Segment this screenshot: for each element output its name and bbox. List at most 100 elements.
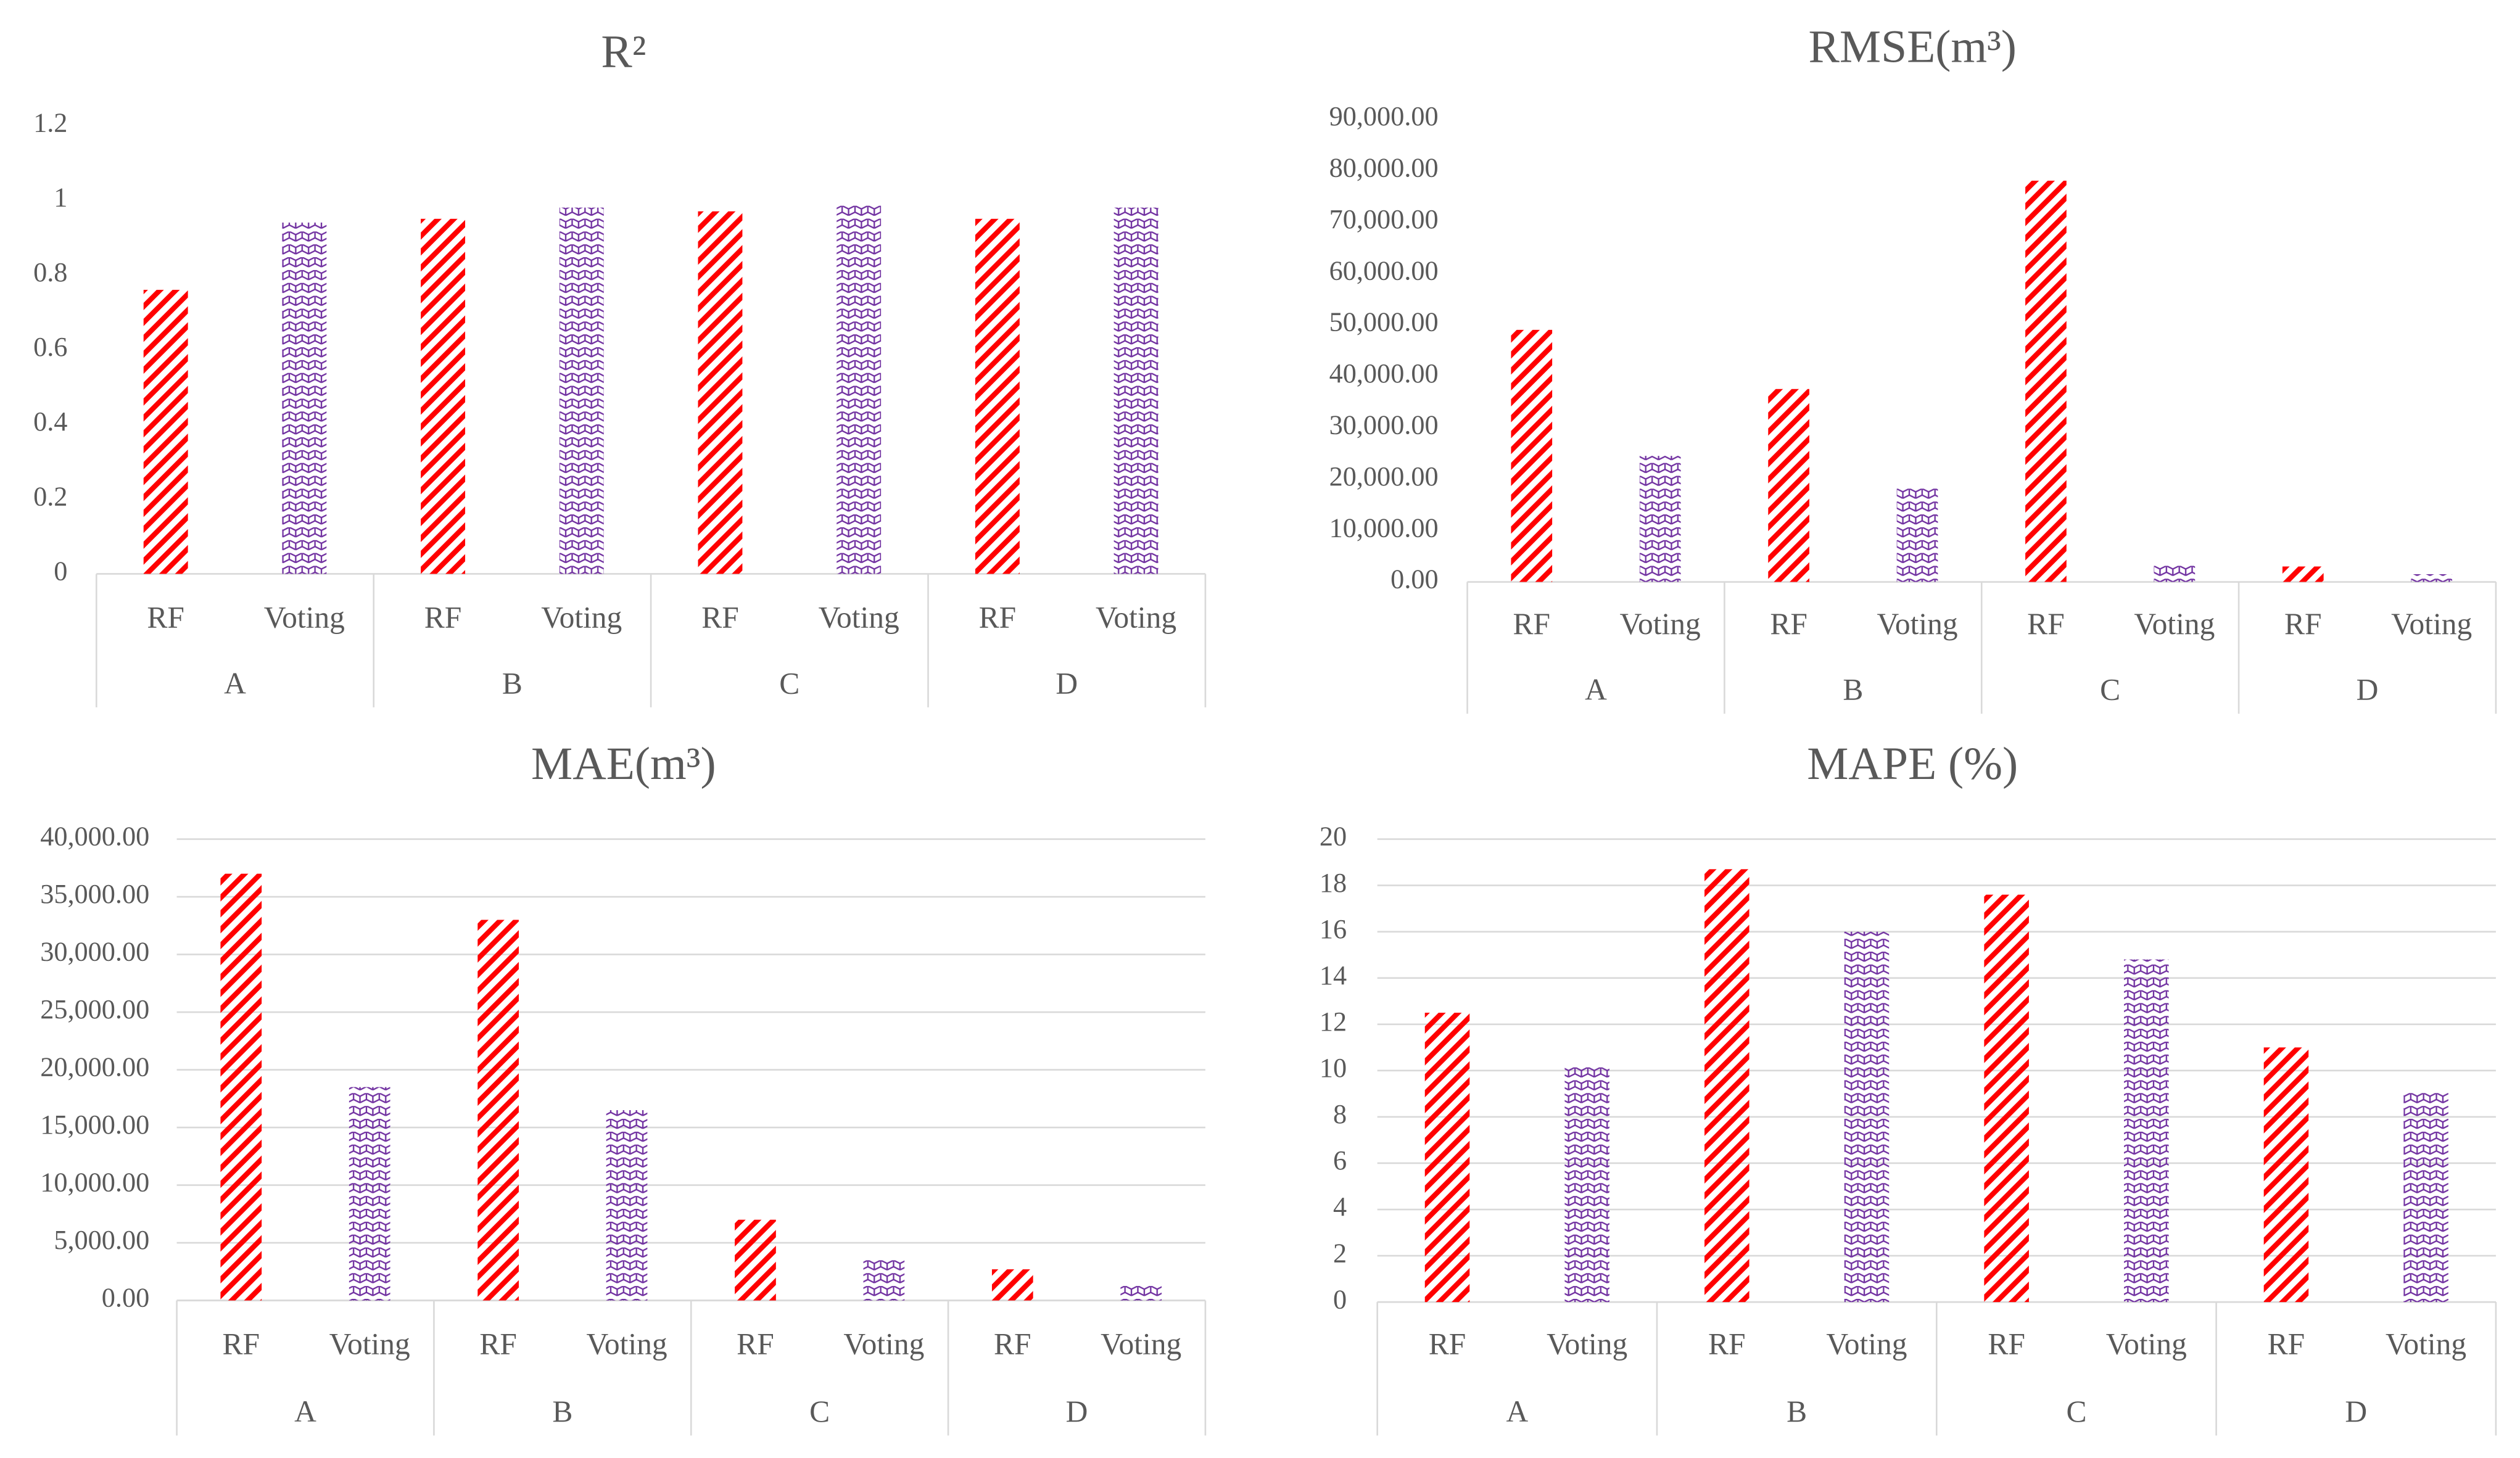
group-label: A: [224, 666, 246, 700]
sub-category-label: Voting: [1826, 1327, 1907, 1361]
sub-category-label: Voting: [1547, 1327, 1627, 1361]
sub-category-label: RF: [737, 1327, 774, 1361]
group-label: D: [1066, 1394, 1088, 1428]
y-tick-label: 16: [1320, 914, 1347, 944]
sub-category-label: Voting: [2386, 1327, 2466, 1361]
bar: [143, 289, 188, 574]
bar: [1120, 1285, 1162, 1301]
y-tick-label: 30,000.00: [1329, 410, 1439, 440]
y-tick-label: 0.2: [33, 481, 67, 511]
chart-title: RMSE(m³): [1809, 22, 2017, 73]
group-label: B: [1787, 1394, 1807, 1428]
y-tick-label: 35,000.00: [40, 879, 149, 909]
sub-category-label: RF: [1429, 1327, 1466, 1361]
sub-category-label: RF: [701, 600, 739, 634]
sub-category-label: Voting: [1877, 607, 1957, 641]
sub-category-label: RF: [1708, 1327, 1746, 1361]
y-tick-label: 25,000.00: [40, 994, 149, 1024]
y-tick-label: 15,000.00: [40, 1110, 149, 1140]
chart-title: R²: [601, 27, 646, 78]
y-tick-label: 10,000.00: [1329, 513, 1439, 543]
sub-category-label: Voting: [843, 1327, 924, 1361]
y-tick-label: 90,000.00: [1329, 101, 1439, 131]
bar: [2282, 566, 2324, 582]
bar: [1113, 207, 1159, 574]
bar: [349, 1087, 390, 1301]
bar: [1984, 894, 2029, 1303]
group-label: D: [1056, 666, 1078, 700]
sub-category-label: RF: [479, 1327, 517, 1361]
sub-category-label: RF: [2268, 1327, 2305, 1361]
bar: [282, 222, 327, 574]
group-label: B: [1843, 673, 1863, 707]
bar: [421, 218, 466, 574]
group-label: C: [2100, 673, 2120, 707]
y-tick-label: 0.00: [1390, 564, 1438, 595]
y-tick-label: 14: [1320, 960, 1347, 991]
sub-category-label: RF: [979, 600, 1017, 634]
sub-category-label: Voting: [1620, 607, 1701, 641]
bar: [1424, 1013, 1470, 1303]
chart-title: MAE(m³): [531, 738, 716, 789]
sub-category-label: Voting: [2391, 607, 2472, 641]
sub-category-label: RF: [424, 600, 462, 634]
sub-category-label: RF: [2284, 607, 2322, 641]
sub-category-label: Voting: [2106, 1327, 2187, 1361]
y-tick-label: 20,000.00: [1329, 461, 1439, 492]
sub-category-label: RF: [147, 600, 184, 634]
y-tick-label: 18: [1320, 868, 1347, 898]
y-tick-label: 0: [1333, 1284, 1347, 1314]
sub-category-label: Voting: [541, 600, 622, 634]
sub-category-label: RF: [994, 1327, 1031, 1361]
y-tick-label: 0: [54, 556, 67, 587]
y-tick-label: 20,000.00: [40, 1052, 149, 1082]
bar: [991, 1269, 1033, 1301]
y-tick-label: 50,000.00: [1329, 307, 1439, 337]
bar: [863, 1260, 905, 1301]
bar: [559, 207, 604, 574]
group-label: B: [552, 1394, 572, 1428]
group-label: B: [502, 666, 523, 700]
group-label: A: [1506, 1394, 1528, 1428]
sub-category-label: Voting: [1101, 1327, 1181, 1361]
y-tick-label: 60,000.00: [1329, 255, 1439, 286]
sub-category-label: Voting: [2134, 607, 2215, 641]
sub-category-label: RF: [223, 1327, 260, 1361]
bar: [2263, 1047, 2309, 1303]
bar: [2411, 574, 2453, 582]
bar: [975, 218, 1020, 574]
sub-category-label: Voting: [819, 600, 899, 634]
y-tick-label: 40,000.00: [40, 822, 149, 852]
y-tick-label: 30,000.00: [40, 937, 149, 967]
group-label: C: [779, 666, 799, 700]
group-label: D: [2357, 673, 2379, 707]
y-tick-label: 1.2: [33, 107, 67, 138]
bar: [1564, 1066, 1609, 1303]
bar: [1844, 931, 1890, 1303]
sub-category-label: Voting: [329, 1327, 410, 1361]
y-tick-label: 1: [54, 183, 67, 213]
sub-category-label: Voting: [1096, 600, 1176, 634]
bar: [1639, 456, 1681, 582]
bar: [477, 920, 519, 1301]
bar: [2154, 564, 2196, 582]
group-label: A: [1585, 673, 1607, 707]
y-tick-label: 0.00: [102, 1283, 149, 1313]
y-tick-label: 70,000.00: [1329, 204, 1439, 234]
bar: [2124, 959, 2169, 1303]
group-label: A: [294, 1394, 316, 1428]
y-tick-label: 5,000.00: [54, 1225, 149, 1255]
bar: [606, 1110, 648, 1301]
sub-category-label: RF: [1770, 607, 1807, 641]
sub-category-label: RF: [1513, 607, 1551, 641]
y-tick-label: 0.4: [33, 406, 67, 437]
sub-category-label: RF: [1988, 1327, 2025, 1361]
sub-category-label: RF: [2027, 607, 2065, 641]
chart-title: MAPE (%): [1807, 738, 2018, 789]
y-tick-label: 20: [1320, 822, 1347, 852]
group-label: C: [809, 1394, 830, 1428]
group-label: D: [2345, 1394, 2367, 1428]
bar: [2403, 1091, 2448, 1303]
